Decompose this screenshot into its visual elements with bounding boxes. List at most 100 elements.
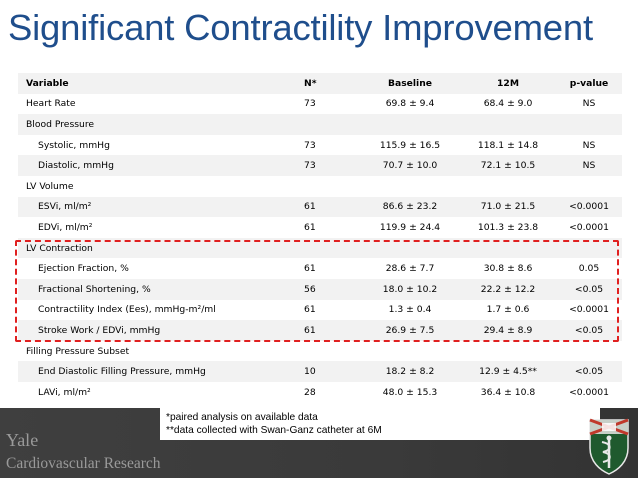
cell-variable: Fractional Shortening, % <box>18 278 304 300</box>
yale-brand-name: Yale <box>6 430 39 450</box>
cell-12m: 72.1 ± 10.5 <box>460 155 556 176</box>
cell-baseline: 26.9 ± 7.5 <box>360 320 460 341</box>
cell-12m: 36.4 ± 10.8 <box>460 381 556 403</box>
cell-variable: Filling Pressure Subset <box>18 340 304 362</box>
cell-pvalue: <0.0001 <box>556 299 622 321</box>
cell-baseline <box>360 340 460 362</box>
cell-pvalue: <0.0001 <box>556 381 622 403</box>
footnotes: *paired analysis on available data **dat… <box>166 411 382 437</box>
cell-baseline: 28.6 ± 7.7 <box>360 258 460 279</box>
cell-pvalue <box>556 340 622 362</box>
table-row: Ejection Fraction, % 61 28.6 ± 7.7 30.8 … <box>18 258 622 279</box>
header-12m: 12M <box>460 73 556 94</box>
cell-variable: LV Contraction <box>18 237 304 259</box>
cell-baseline: 48.0 ± 15.3 <box>360 381 460 403</box>
header-baseline: Baseline <box>360 73 460 94</box>
cell-variable: Stroke Work / EDVi, mmHg <box>18 320 304 341</box>
cell-12m: 29.4 ± 8.9 <box>460 320 556 341</box>
cell-12m: 30.8 ± 8.6 <box>460 258 556 279</box>
cell-n: 73 <box>304 155 360 176</box>
cell-n: 61 <box>304 299 360 321</box>
cell-n: 10 <box>304 361 360 382</box>
cell-12m: 12.9 ± 4.5** <box>460 361 556 382</box>
cell-variable: Contractility Index (Ees), mmHg-m²/ml <box>18 299 304 321</box>
cell-n <box>304 175 360 197</box>
footnote-1: *paired analysis on available data <box>166 412 318 423</box>
cell-12m: 22.2 ± 12.2 <box>460 278 556 300</box>
header-pvalue: p-value <box>556 73 622 94</box>
cell-12m: 71.0 ± 21.5 <box>460 196 556 218</box>
table-row: Stroke Work / EDVi, mmHg 61 26.9 ± 7.5 2… <box>18 320 622 341</box>
cell-n: 61 <box>304 217 360 238</box>
cell-variable: Heart Rate <box>18 93 304 115</box>
cell-12m <box>460 175 556 197</box>
cell-baseline: 18.2 ± 8.2 <box>360 361 460 382</box>
cell-n: 61 <box>304 196 360 218</box>
table-row: Heart Rate 73 69.8 ± 9.4 68.4 ± 9.0 NS <box>18 93 622 115</box>
cell-baseline: 115.9 ± 16.5 <box>360 134 460 156</box>
footnote-panel <box>160 400 600 440</box>
cell-12m <box>460 340 556 362</box>
cell-pvalue <box>556 237 622 259</box>
table-row: Diastolic, mmHg 73 70.7 ± 10.0 72.1 ± 10… <box>18 155 622 176</box>
cell-baseline <box>360 237 460 259</box>
cell-n: 61 <box>304 320 360 341</box>
cell-12m: 68.4 ± 9.0 <box>460 93 556 115</box>
cell-n: 61 <box>304 258 360 279</box>
cell-n: 73 <box>304 93 360 115</box>
cell-pvalue: <0.0001 <box>556 217 622 238</box>
cell-pvalue <box>556 114 622 135</box>
cell-12m <box>460 237 556 259</box>
table-header-row: Variable N* Baseline 12M p-value <box>18 73 622 94</box>
cell-pvalue: 0.05 <box>556 258 622 279</box>
cell-variable: Systolic, mmHg <box>18 134 304 156</box>
cell-n <box>304 237 360 259</box>
cell-pvalue: <0.05 <box>556 361 622 382</box>
cell-n: 73 <box>304 134 360 156</box>
cell-pvalue: NS <box>556 93 622 115</box>
footnote-2: **data collected with Swan-Ganz catheter… <box>166 425 382 436</box>
table-section-row: LV Volume <box>18 175 622 197</box>
cell-variable: End Diastolic Filling Pressure, mmHg <box>18 361 304 382</box>
table-section-row: Filling Pressure Subset <box>18 340 622 362</box>
cell-n <box>304 114 360 135</box>
cell-variable: LV Volume <box>18 175 304 197</box>
cell-n <box>304 340 360 362</box>
table-row: ESVi, ml/m² 61 86.6 ± 23.2 71.0 ± 21.5 <… <box>18 196 622 218</box>
header-variable: Variable <box>18 73 304 94</box>
table-row: LAVi, ml/m² 28 48.0 ± 15.3 36.4 ± 10.8 <… <box>18 381 622 403</box>
cell-variable: Blood Pressure <box>18 114 304 135</box>
cell-12m: 118.1 ± 14.8 <box>460 134 556 156</box>
table-row: End Diastolic Filling Pressure, mmHg 10 … <box>18 361 622 382</box>
brand-subtitle: Cardiovascular Research <box>6 455 161 472</box>
cell-pvalue: NS <box>556 155 622 176</box>
table-section-row: LV Contraction <box>18 237 622 259</box>
cell-variable: EDVi, ml/m² <box>18 217 304 238</box>
slide-title: Significant Contractility Improvement <box>8 7 593 48</box>
table-row: Contractility Index (Ees), mmHg-m²/ml 61… <box>18 299 622 321</box>
cell-variable: Ejection Fraction, % <box>18 258 304 279</box>
cell-baseline: 86.6 ± 23.2 <box>360 196 460 218</box>
cell-pvalue: <0.0001 <box>556 196 622 218</box>
cell-baseline: 69.8 ± 9.4 <box>360 93 460 115</box>
cell-baseline: 70.7 ± 10.0 <box>360 155 460 176</box>
cell-variable: ESVi, ml/m² <box>18 196 304 218</box>
cell-pvalue: NS <box>556 134 622 156</box>
table-section-row: Blood Pressure <box>18 114 622 135</box>
table-row: Fractional Shortening, % 56 18.0 ± 10.2 … <box>18 278 622 300</box>
cell-n: 28 <box>304 381 360 403</box>
cell-baseline: 119.9 ± 24.4 <box>360 217 460 238</box>
yale-shield-icon <box>589 418 629 475</box>
cell-baseline: 1.3 ± 0.4 <box>360 299 460 321</box>
cell-baseline <box>360 114 460 135</box>
cell-n: 56 <box>304 278 360 300</box>
cell-pvalue <box>556 175 622 197</box>
cell-baseline <box>360 175 460 197</box>
cell-variable: Diastolic, mmHg <box>18 155 304 176</box>
cell-12m: 101.3 ± 23.8 <box>460 217 556 238</box>
cell-12m: 1.7 ± 0.6 <box>460 299 556 321</box>
cell-variable: LAVi, ml/m² <box>18 381 304 403</box>
cell-baseline: 18.0 ± 10.2 <box>360 278 460 300</box>
results-table: Variable N* Baseline 12M p-value Heart R… <box>18 73 622 403</box>
cell-pvalue: <0.05 <box>556 320 622 341</box>
